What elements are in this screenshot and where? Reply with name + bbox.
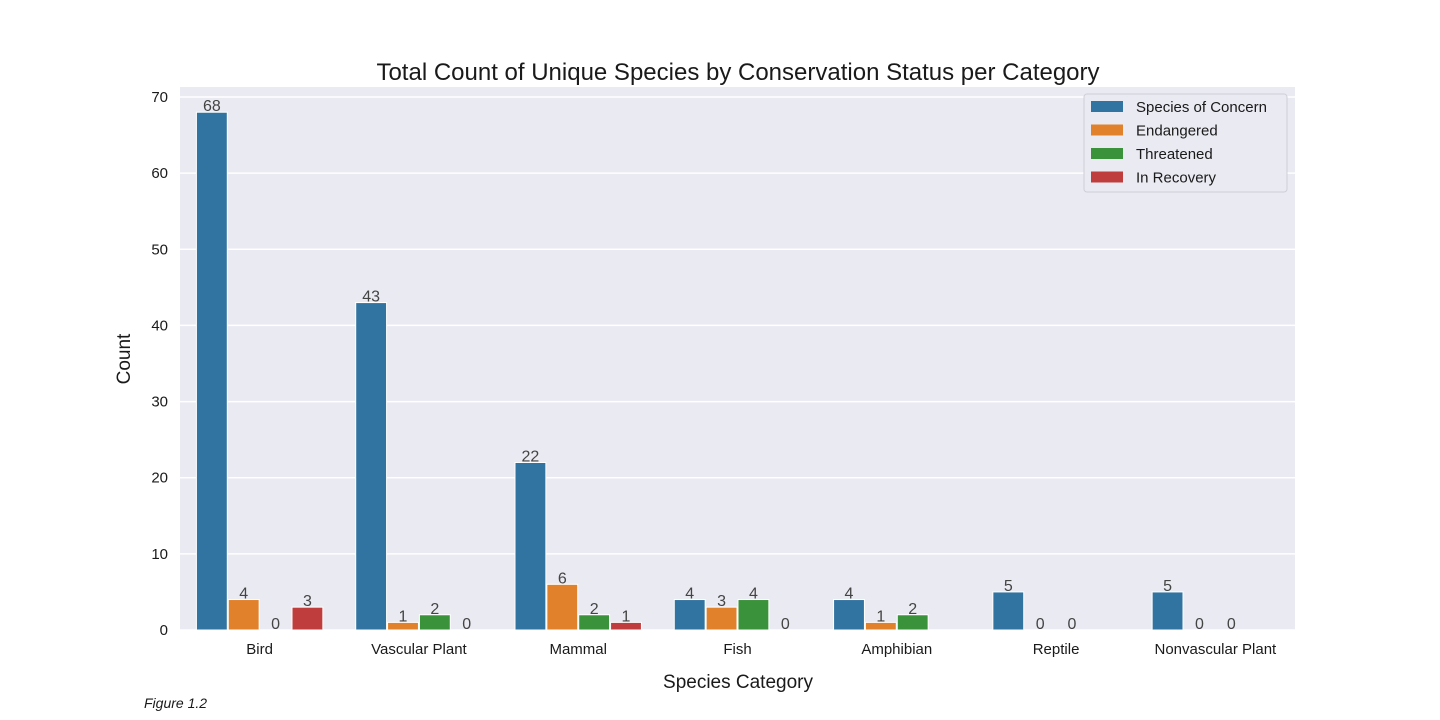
bar — [1151, 591, 1184, 631]
bar — [705, 606, 738, 631]
legend: Species of Concern Endangered Threatened In… — [1083, 93, 1288, 193]
data-label: 2 — [430, 601, 439, 618]
data-label: 3 — [303, 593, 312, 610]
legend-label: Endangered — [1136, 123, 1218, 140]
x-tick-label: Bird — [246, 641, 273, 658]
bar — [896, 614, 929, 631]
legend-label: Species of Concern — [1136, 99, 1267, 116]
data-label: 2 — [908, 601, 917, 618]
x-tick-label: Amphibian — [861, 641, 932, 658]
bar — [291, 606, 324, 631]
y-tick-label: 10 — [151, 546, 168, 563]
chart-title: Total Count of Unique Species by Conserv… — [376, 59, 1099, 86]
bar — [227, 599, 260, 631]
bar — [610, 621, 642, 631]
data-label: 5 — [1163, 578, 1172, 595]
y-axis-title: Count — [114, 333, 135, 384]
y-tick-label: 70 — [151, 89, 168, 106]
data-label: 68 — [203, 98, 221, 115]
bars — [195, 111, 1184, 631]
data-label: 1 — [876, 608, 885, 625]
data-label: 1 — [399, 608, 408, 625]
bar — [514, 461, 547, 631]
x-tick-label: Reptile — [1033, 641, 1080, 658]
x-tick-label: Mammal — [549, 641, 607, 658]
bar — [355, 302, 388, 631]
data-label: 4 — [685, 586, 694, 603]
y-tick-label: 40 — [151, 317, 168, 334]
y-tick-label: 30 — [151, 394, 168, 411]
y-tick-label: 0 — [160, 622, 168, 639]
data-label: 0 — [1195, 616, 1204, 633]
y-tick-label: 50 — [151, 241, 168, 258]
bar — [737, 599, 770, 631]
x-tick-label: Fish — [723, 641, 751, 658]
data-label: 6 — [558, 570, 567, 587]
data-label: 0 — [1227, 616, 1236, 633]
legend-label: In Recovery — [1136, 170, 1217, 187]
data-label: 1 — [622, 608, 631, 625]
bar — [992, 591, 1025, 631]
legend-swatch — [1091, 124, 1123, 136]
y-tick-label: 60 — [151, 165, 168, 182]
data-label: 0 — [271, 616, 280, 633]
legend-swatch — [1091, 171, 1123, 183]
legend-label: Threatened — [1136, 146, 1213, 163]
figure-note: Figure 1.2 — [144, 695, 208, 711]
x-axis-ticks: Bird Vascular Plant Mammal Fish Amphibian Rep… — [246, 641, 1277, 658]
data-label: 22 — [522, 448, 540, 465]
bar — [195, 111, 228, 631]
data-label: 4 — [845, 586, 854, 603]
bar — [387, 621, 419, 631]
x-tick-label: Vascular Plant — [371, 641, 467, 658]
y-axis-ticks: 0 10 20 30 40 50 60 70 — [151, 89, 168, 639]
bar — [546, 583, 579, 631]
data-label: 43 — [362, 289, 380, 306]
bar — [418, 614, 451, 631]
bar — [673, 599, 706, 631]
data-label: 2 — [590, 601, 599, 618]
data-label: 0 — [781, 616, 790, 633]
data-label: 3 — [717, 593, 726, 610]
data-label: 5 — [1004, 578, 1013, 595]
data-label: 0 — [1068, 616, 1077, 633]
legend-swatch — [1091, 101, 1123, 112]
legend-swatch — [1091, 148, 1123, 159]
data-label: 0 — [1036, 616, 1045, 633]
data-label: 4 — [749, 586, 758, 603]
legend-box — [1083, 93, 1288, 193]
bar — [864, 621, 897, 631]
x-axis-title: Species Category — [663, 672, 813, 693]
bar — [578, 614, 611, 631]
x-tick-label: Nonvascular Plant — [1154, 641, 1277, 658]
data-label: 0 — [462, 616, 471, 633]
y-tick-label: 20 — [151, 470, 168, 487]
data-label: 4 — [239, 586, 248, 603]
bar — [833, 599, 865, 631]
